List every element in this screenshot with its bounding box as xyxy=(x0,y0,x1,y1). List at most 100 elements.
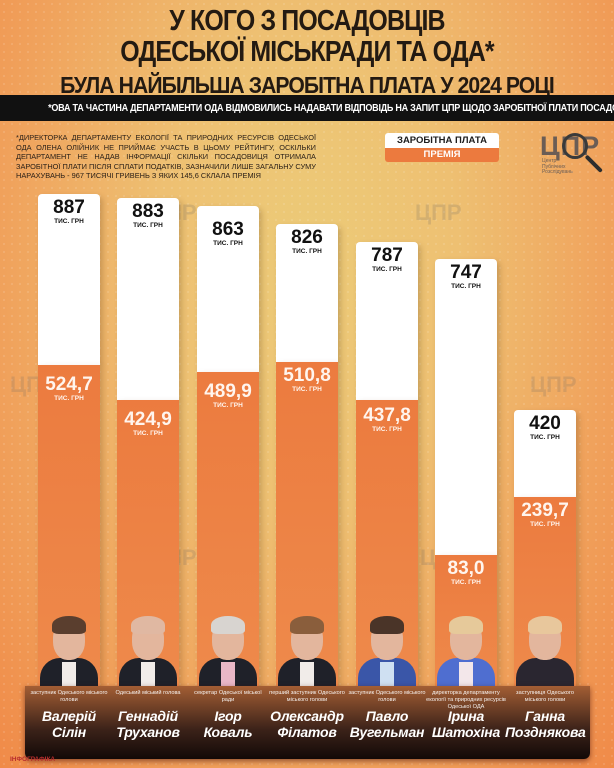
bonus-value: 83,0 ТИС. ГРН xyxy=(435,559,497,587)
caption-role: секретар Одеської міської ради xyxy=(194,690,262,703)
bonus-unit: ТИС. ГРН xyxy=(530,521,560,528)
bonus-unit: ТИС. ГРН xyxy=(292,386,322,393)
caption-first-name: Ігор xyxy=(214,708,242,724)
portrait-trukhanov xyxy=(117,612,179,688)
portrait-shirt xyxy=(62,662,76,688)
salary-segment: 787 ТИС. ГРН xyxy=(356,242,418,400)
bar-silin: 887 ТИС. ГРН 524,7 ТИС. ГРН xyxy=(38,194,100,688)
bonus-unit: ТИС. ГРН xyxy=(133,430,163,437)
salary-unit: ТИС. ГРН xyxy=(451,283,481,290)
disclaimer-bar: *ОВА ТА ЧАСТИНА ДЕПАРТАМЕНТИ ОДА ВІДМОВИ… xyxy=(0,95,614,121)
watermark-logo: ЦПР xyxy=(530,372,577,397)
salary-unit: ТИС. ГРН xyxy=(133,222,163,229)
caption-trukhanov: Одеський міський голова Геннадій Трухано… xyxy=(108,686,188,740)
salary-number: 887 xyxy=(53,197,85,218)
bonus-unit: ТИС. ГРН xyxy=(213,402,243,409)
title-line-2: ОДЕСЬКОЇ МІСЬКРАДИ ТА ОДА* xyxy=(120,36,494,68)
salary-unit: ТИС. ГРН xyxy=(213,240,243,247)
salary-value: 420 ТИС. ГРН xyxy=(514,414,576,442)
bonus-number: 489,9 xyxy=(204,381,252,402)
portrait-shirt xyxy=(300,662,314,688)
title-line-1: У КОГО З ПОСАДОВЦІВ xyxy=(169,5,445,37)
caption-role: заступниця Одеського міського голови xyxy=(516,690,574,703)
caption-first-name: Павло xyxy=(365,708,409,724)
portrait-pozdniakova xyxy=(514,612,576,688)
salary-segment: 747 ТИС. ГРН xyxy=(435,259,497,555)
caption-first-name: Ірина xyxy=(447,708,485,724)
logo-sub-1: Центр xyxy=(542,158,557,164)
portrait-hair xyxy=(370,616,404,634)
page-title: У КОГО З ПОСАДОВЦІВ ОДЕСЬКОЇ МІСЬКРАДИ Т… xyxy=(0,6,614,99)
caption-last-name: Вугельман xyxy=(349,724,425,740)
caption-last-name: Позднякова xyxy=(505,724,586,740)
caption-silin: заступник Одеського міського голови Вале… xyxy=(29,686,109,740)
caption-koval: секретар Одеської міської ради Ігор Кова… xyxy=(188,686,268,740)
salary-segment: 883 ТИС. ГРН xyxy=(117,198,179,400)
caption-shatokhina: директорка департаменту екології та прир… xyxy=(426,686,506,740)
portrait-filatov xyxy=(276,612,338,688)
salary-number: 787 xyxy=(371,245,403,266)
portrait-shirt xyxy=(538,662,552,688)
portrait-shirt xyxy=(459,662,473,688)
caption-first-name: Ганна xyxy=(525,708,565,724)
salary-unit: ТИС. ГРН xyxy=(54,218,84,225)
legend: ЗАРОБІТНА ПЛАТА ПРЕМІЯ xyxy=(385,133,499,162)
bonus-number: 437,8 xyxy=(363,405,411,426)
portrait-vugelman xyxy=(356,612,418,688)
caption-last-name: Філатов xyxy=(277,724,337,740)
caption-role: заступник Одеського міського голови xyxy=(30,690,108,703)
title-line-3: БУЛА НАЙБІЛЬША ЗАРОБІТНА ПЛАТА У 2024 РО… xyxy=(60,72,555,98)
portrait-hair xyxy=(52,616,86,634)
bonus-number: 510,8 xyxy=(283,365,331,386)
bonus-value: 510,8 ТИС. ГРН xyxy=(276,366,338,394)
bonus-value: 489,9 ТИС. ГРН xyxy=(197,382,259,410)
salary-value: 883 ТИС. ГРН xyxy=(117,202,179,230)
caption-role: Одеський міський голова xyxy=(115,690,181,696)
caption-last-name: Коваль xyxy=(203,724,253,740)
caption-role: заступник Одеського міського голови xyxy=(348,690,426,703)
bonus-value: 239,7 ТИС. ГРН xyxy=(514,501,576,529)
salary-unit: ТИС. ГРН xyxy=(292,248,322,255)
footnote: *Директорка департаменту екології та при… xyxy=(16,133,316,181)
salary-number: 420 xyxy=(529,413,561,434)
bonus-number: 424,9 xyxy=(124,409,172,430)
bonus-value: 424,9 ТИС. ГРН xyxy=(117,410,179,438)
bonus-number: 239,7 xyxy=(521,500,569,521)
bonus-value: 437,8 ТИС. ГРН xyxy=(356,406,418,434)
caption-last-name: Шатохіна xyxy=(431,724,501,740)
portrait-hair xyxy=(528,616,562,634)
salary-number: 747 xyxy=(450,262,482,283)
caption-last-name: Труханов xyxy=(116,724,180,740)
caption-pozdniakova: заступниця Одеського міського голови Ган… xyxy=(505,686,586,740)
logo-sub-2: Публічних xyxy=(542,163,566,170)
caption-first-name: Геннадій xyxy=(118,708,178,724)
salary-number: 863 xyxy=(212,219,244,240)
bonus-number: 83,0 xyxy=(447,558,485,579)
salary-value: 747 ТИС. ГРН xyxy=(435,263,497,291)
salary-value: 826 ТИС. ГРН xyxy=(276,228,338,256)
salary-number: 883 xyxy=(132,201,164,222)
caption-role: перший заступник Одеського міського голо… xyxy=(269,690,345,703)
portrait-shatokhina xyxy=(435,612,497,688)
infographic-credit: ІНФОГРАФІКА xyxy=(10,756,56,763)
salary-unit: ТИС. ГРН xyxy=(372,266,402,273)
salary-number: 826 xyxy=(291,227,323,248)
bar-filatov: 826 ТИС. ГРН 510,8 ТИС. ГРН xyxy=(276,224,338,688)
captions-panel: заступник Одеського міського голови Вале… xyxy=(25,686,590,759)
caption-last-name: Сілін xyxy=(51,724,87,740)
caption-role: директорка департаменту екології та прир… xyxy=(426,690,506,710)
bonus-unit: ТИС. ГРН xyxy=(451,579,481,586)
portrait-koval xyxy=(197,612,259,688)
caption-vugelman: заступник Одеського міського голови Павл… xyxy=(347,686,427,740)
cpr-logo: ЦПР Центр Публічних Розслідувань xyxy=(540,131,610,181)
salary-segment: 420 ТИС. ГРН xyxy=(514,410,576,497)
portrait-hair xyxy=(449,616,483,634)
portrait-shirt xyxy=(380,662,394,688)
portrait-silin xyxy=(38,612,100,688)
legend-bonus: ПРЕМІЯ xyxy=(385,148,499,162)
bar-koval: 863 ТИС. ГРН 489,9 ТИС. ГРН xyxy=(197,206,259,688)
bonus-segment: 424,9 ТИС. ГРН xyxy=(117,400,179,688)
salary-value: 863 ТИС. ГРН xyxy=(197,220,259,248)
watermark-logo: ЦПР xyxy=(415,200,462,225)
bonus-unit: ТИС. ГРН xyxy=(54,395,84,402)
